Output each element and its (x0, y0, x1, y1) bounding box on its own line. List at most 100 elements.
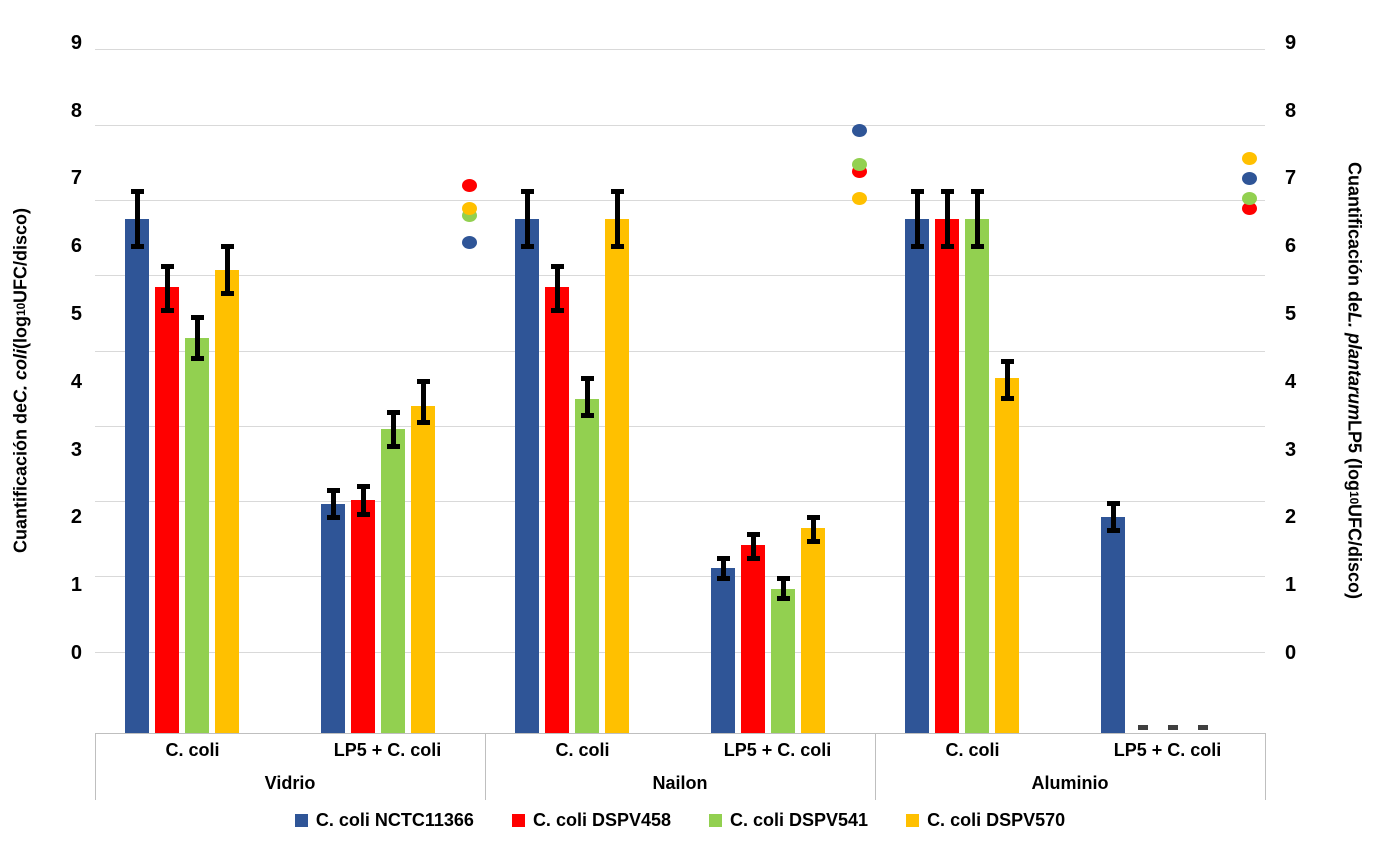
gridline (95, 501, 1265, 503)
right-tick-label-0: 0 (1285, 642, 1297, 664)
legend-label: C. coli DSPV570 (927, 809, 1066, 830)
error-bar-cap-bottom (416, 419, 430, 425)
bar-C.-coli-DSPV541 (965, 219, 989, 733)
error-bar-cap-bottom (550, 308, 564, 314)
nd-stub-C.-coli-DSPV570 (1198, 725, 1208, 730)
error-bar-cap-bottom (386, 443, 400, 449)
error-bar-line (330, 490, 336, 518)
error-bar-cap-bottom (130, 243, 144, 249)
right-tick-label-4: 4 (1285, 370, 1297, 393)
error-bar-line (1110, 503, 1116, 531)
error-bar-cap-top (160, 264, 174, 270)
error-bar-line (554, 266, 560, 311)
right-tick-label-1: 1 (1285, 574, 1297, 597)
condition-label: C. coli (165, 739, 220, 760)
lp5-dot-C.-coli-NCTC11366 (1241, 171, 1257, 185)
bar-C.-coli-NCTC11366 (905, 219, 929, 733)
right-tick-label-9: 9 (1285, 31, 1297, 54)
legend-item-C.-coli-NCTC11366: C. coli NCTC11366 (294, 810, 474, 831)
bar-C.-coli-NCTC11366 (125, 219, 149, 733)
title-text: Cuantificación de (1344, 161, 1365, 312)
right-tick-label-7: 7 (1285, 167, 1297, 190)
condition-label: LP5 + C. coli (723, 739, 832, 760)
right-tick-label-8: 8 (1285, 99, 1297, 122)
nd-stub-C.-coli-DSPV541 (1168, 725, 1178, 730)
title-text: UFC/disco) (10, 207, 31, 303)
error-bar-cap-top (1000, 358, 1014, 364)
legend-marker-icon (511, 813, 525, 827)
legend-label: C. coli DSPV541 (730, 809, 869, 830)
bar-C.-coli-DSPV458 (545, 286, 569, 733)
italic-species-name: L. plantarum (1344, 311, 1365, 420)
error-bar-cap-bottom (806, 538, 820, 544)
surface-label-aluminio: Aluminio (1031, 773, 1109, 793)
lp5-dot-C.-coli-NCTC11366 (851, 124, 867, 138)
italic-species-name: C. coli (10, 349, 31, 404)
error-bar-cap-bottom (970, 243, 984, 249)
error-bar-line (420, 381, 426, 423)
category-divider (95, 733, 96, 800)
error-bar-line (780, 578, 786, 599)
legend-marker-icon (294, 813, 308, 827)
subscript-10: 10 (14, 302, 28, 317)
error-bar-cap-top (386, 409, 400, 415)
legend: C. coli NCTC11366 C. coli DSPV458 C. coli … (95, 803, 1265, 837)
right-tick-label-6: 6 (1285, 235, 1297, 258)
bar-C.-coli-DSPV458 (741, 544, 765, 733)
bar-C.-coli-DSPV570 (801, 527, 825, 733)
bar-C.-coli-DSPV541 (381, 429, 405, 733)
error-bar-cap-top (220, 243, 234, 249)
error-bar-line (134, 191, 140, 247)
error-bar-line (750, 534, 756, 559)
gridline (95, 425, 1265, 427)
condition-label: C. coli (555, 739, 610, 760)
bar-C.-coli-DSPV570 (215, 269, 239, 733)
error-bar-cap-top (416, 379, 430, 385)
error-bar-cap-top (776, 575, 790, 581)
error-bar-cap-bottom (190, 355, 204, 361)
gridline (95, 275, 1265, 277)
error-bar-cap-top (550, 264, 564, 270)
error-bar-cap-bottom (716, 575, 730, 581)
error-bar-cap-bottom (940, 243, 954, 249)
gridline (95, 124, 1265, 126)
legend-item-C.-coli-DSPV541: C. coli DSPV541 (709, 810, 868, 831)
error-bar-cap-bottom (610, 243, 624, 249)
error-bar-cap-top (326, 487, 340, 493)
x-axis-line (95, 733, 1265, 734)
left-tick-label-6: 6 (70, 235, 82, 258)
error-bar-cap-top (806, 514, 820, 520)
error-bar-cap-top (130, 189, 144, 195)
category-divider (485, 733, 486, 800)
error-bar-line (164, 266, 170, 311)
title-text: Cuantificación de (10, 403, 31, 554)
condition-label: C. coli (945, 739, 1000, 760)
plot-area (95, 28, 1265, 733)
left-tick-label-8: 8 (70, 99, 82, 122)
bar-C.-coli-NCTC11366 (711, 568, 735, 733)
lp5-dot-C.-coli-DSPV570 (851, 192, 867, 206)
error-bar-cap-bottom (776, 596, 790, 602)
title-text: LP5 (log (1344, 419, 1365, 491)
error-bar-line (194, 317, 200, 359)
bar-C.-coli-NCTC11366 (515, 219, 539, 733)
error-bar-cap-top (940, 189, 954, 195)
error-bar-cap-bottom (1000, 396, 1014, 402)
bar-C.-coli-DSPV458 (935, 219, 959, 733)
error-bar-line (524, 191, 530, 247)
left-tick-label-4: 4 (70, 370, 82, 393)
legend-marker-icon (709, 813, 722, 827)
lp5-dot-C.-coli-DSPV541 (1241, 192, 1257, 206)
error-bar-line (390, 412, 396, 447)
error-bar-cap-bottom (220, 291, 234, 297)
error-bar-cap-top (716, 555, 730, 561)
left-tick-label-3: 3 (70, 438, 82, 461)
bar-C.-coli-NCTC11366 (1101, 517, 1125, 733)
subscript-10: 10 (1347, 490, 1361, 505)
error-bar-cap-bottom (746, 555, 760, 561)
gridline (95, 576, 1265, 578)
gridline (95, 49, 1265, 51)
gridline (95, 651, 1265, 653)
error-bar-cap-bottom (326, 514, 340, 520)
error-bar-line (810, 517, 816, 542)
